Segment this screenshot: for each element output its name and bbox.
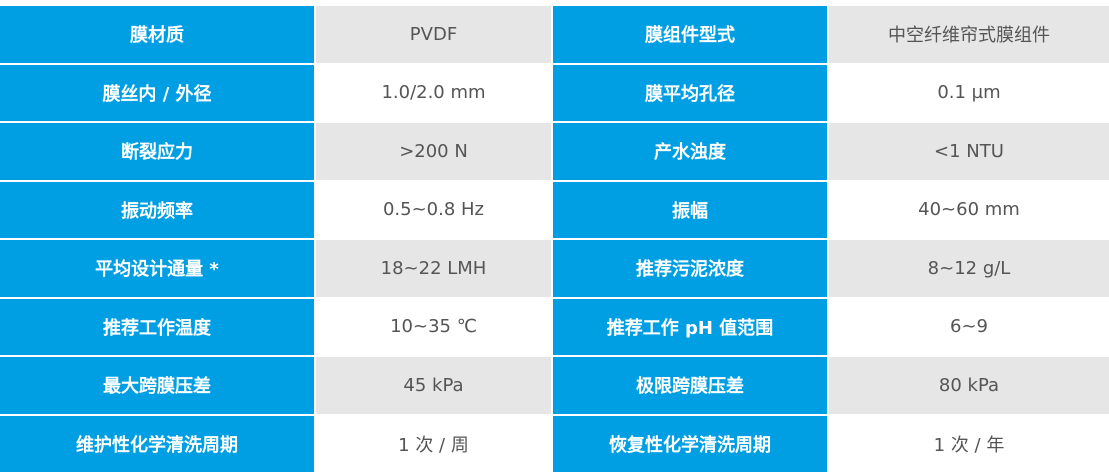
spec-label: 推荐工作温度 [0,296,316,357]
spec-value: 1 次 / 年 [827,413,1109,474]
spec-label: 极限跨膜压差 [551,355,829,416]
spec-label: 振幅 [551,179,829,240]
table-row: 振动频率 0.5~0.8 Hz 振幅 40~60 mm [0,179,1109,240]
spec-value: 0.1 µm [827,62,1109,123]
table-row: 维护性化学清洗周期 1 次 / 周恢复性化学清洗周期 1 次 / 年 [0,413,1109,474]
spec-label: 断裂应力 [0,121,316,182]
spec-label: 维护性化学清洗周期 [0,413,316,474]
table-row: 推荐工作温度 10~35 ℃ 推荐工作 pH 值范围 6~9 [0,296,1109,357]
spec-value: 18~22 LMH [314,238,553,299]
table-row: 断裂应力 >200 N 产水浊度 <1 NTU [0,121,1109,182]
spec-label: 推荐工作 pH 值范围 [551,296,829,357]
spec-value: 10~35 ℃ [314,296,553,357]
table-row: 膜丝内 / 外径 1.0/2.0 mm 膜平均孔径 0.1 µm [0,62,1109,123]
spec-value: 45 kPa [314,355,553,416]
spec-label: 振动频率 [0,179,316,240]
spec-value: 8~12 g/L [827,238,1109,299]
spec-label: 膜丝内 / 外径 [0,62,316,123]
spec-value: 0.5~0.8 Hz [314,179,553,240]
spec-label: 平均设计通量 * [0,238,316,299]
spec-label: 膜平均孔径 [551,62,829,123]
spec-label: 恢复性化学清洗周期 [551,413,829,474]
table-row: 膜材质 PVDF 膜组件型式 中空纤维帘式膜组件 [0,4,1109,65]
spec-label: 产水浊度 [551,121,829,182]
table-row: 最大跨膜压差 45 kPa 极限跨膜压差 80 kPa [0,355,1109,416]
spec-table: 膜材质 PVDF 膜组件型式 中空纤维帘式膜组件 膜丝内 / 外径 1.0/2.0 mm 膜… [0,4,1109,474]
spec-value: 6~9 [827,296,1109,357]
spec-value: >200 N [314,121,553,182]
spec-value: PVDF [314,4,553,65]
spec-value: <1 NTU [827,121,1109,182]
spec-value: 40~60 mm [827,179,1109,240]
spec-label: 膜组件型式 [551,4,829,65]
spec-value: 1.0/2.0 mm [314,62,553,123]
spec-value: 中空纤维帘式膜组件 [827,4,1109,65]
spec-value: 1 次 / 周 [314,413,553,474]
spec-value: 80 kPa [827,355,1109,416]
table-row: 平均设计通量 * 18~22 LMH 推荐污泥浓度 8~12 g/L [0,238,1109,299]
spec-label: 推荐污泥浓度 [551,238,829,299]
spec-label: 膜材质 [0,4,316,65]
spec-label: 最大跨膜压差 [0,355,316,416]
